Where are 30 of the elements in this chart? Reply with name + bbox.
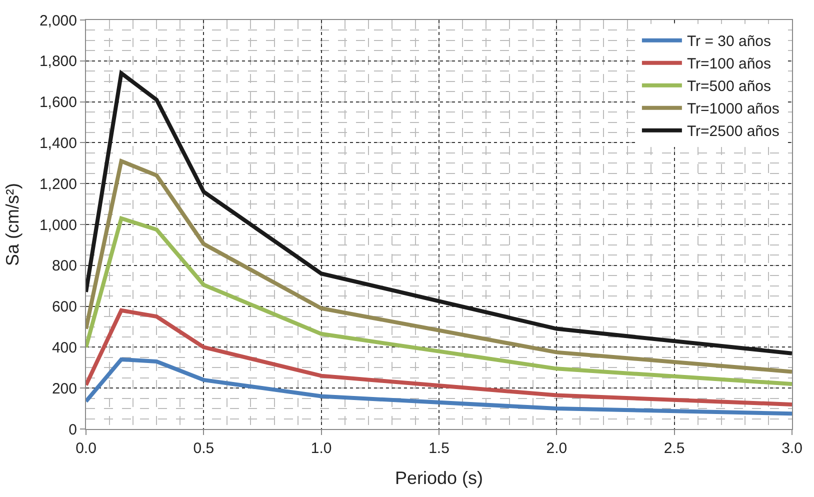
x-tick-label: 0.5	[193, 440, 214, 457]
y-tick-label: 600	[52, 298, 77, 316]
x-tick-label: 2.5	[664, 440, 685, 457]
y-tick-label: 200	[52, 380, 77, 398]
x-tick-label: 1.0	[310, 440, 332, 457]
y-axis-title: Sa (cm/s²)	[2, 183, 23, 266]
line-series	[86, 159, 792, 374]
x-tick-label: 2.0	[546, 440, 568, 457]
legend-label: Tr=100 años	[686, 56, 772, 73]
line-series	[86, 357, 792, 416]
line-series	[86, 308, 792, 406]
legend-label: Tr=2500 años	[686, 123, 780, 140]
y-tick-label: 1,600	[39, 94, 77, 112]
legend-label: Tr=500 años	[686, 78, 772, 96]
y-tick-label: 2,000	[39, 12, 77, 30]
line-series	[86, 216, 792, 386]
line-series	[86, 71, 792, 356]
y-tick-label: 1,000	[39, 216, 77, 234]
y-tick-label: 800	[52, 258, 77, 275]
y-tick-label: 1,400	[39, 134, 77, 152]
y-tick-label: 0	[68, 421, 77, 438]
x-tick-label: 3.0	[782, 440, 802, 457]
legend-label: Tr=1000 años	[686, 100, 780, 118]
y-tick-label: 400	[52, 339, 77, 356]
y-tick-label: 1,200	[39, 176, 77, 193]
x-tick-label: 0.0	[76, 440, 96, 457]
x-axis-title: Periodo (s)	[394, 468, 484, 488]
x-tick-label: 1.5	[428, 440, 450, 457]
y-tick-label: 1,800	[39, 53, 77, 70]
legend-label: Tr = 30 años	[686, 33, 772, 50]
